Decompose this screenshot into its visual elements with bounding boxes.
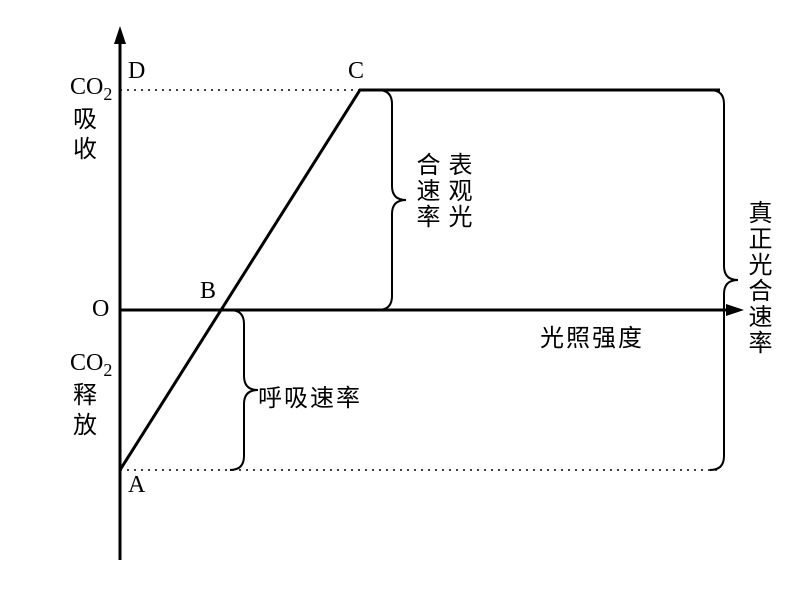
y-lower-release-1: 释 bbox=[70, 381, 100, 411]
point-d-label: D bbox=[128, 58, 145, 85]
y-lower-sub: 2 bbox=[103, 360, 112, 380]
true-rate-label: 真正光合速率 bbox=[740, 200, 775, 356]
y-label-lower: CO2 释 放 bbox=[70, 348, 100, 441]
y-label-upper: CO2 吸 收 bbox=[70, 72, 100, 165]
y-upper-sub: 2 bbox=[103, 84, 112, 104]
point-a-label: A bbox=[128, 472, 145, 499]
origin-label: O bbox=[92, 296, 109, 323]
apparent-rate-col2: 表观光 bbox=[440, 152, 475, 230]
y-upper-absorb-1: 吸 bbox=[70, 105, 100, 135]
x-axis-label: 光照强度 bbox=[540, 318, 644, 353]
chart-canvas: CO2 吸 收 CO2 释 放 O A B C D 光照强度 呼吸速率 合速率 … bbox=[0, 0, 800, 600]
point-c-label: C bbox=[348, 58, 364, 85]
respiration-label: 呼吸速率 bbox=[258, 378, 362, 413]
y-lower-release-2: 放 bbox=[70, 411, 100, 441]
point-b-label: B bbox=[200, 278, 216, 305]
y-upper-co: CO bbox=[70, 74, 103, 100]
apparent-rate-col1: 合速率 bbox=[408, 152, 443, 230]
y-lower-co: CO bbox=[70, 350, 103, 376]
chart-svg bbox=[0, 0, 800, 600]
y-upper-absorb-2: 收 bbox=[70, 135, 100, 165]
